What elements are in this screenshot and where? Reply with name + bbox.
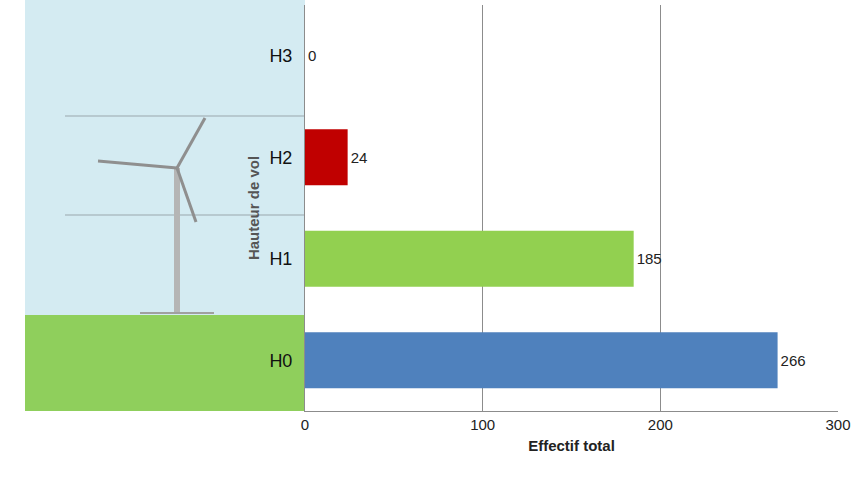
svg-text:0: 0 [308, 47, 316, 64]
svg-text:H0: H0 [269, 351, 292, 371]
svg-text:Effectif total: Effectif total [528, 437, 615, 454]
svg-text:185: 185 [637, 250, 662, 267]
svg-text:H2: H2 [269, 148, 292, 168]
svg-text:24: 24 [351, 149, 368, 166]
svg-text:300: 300 [825, 416, 850, 433]
svg-text:200: 200 [648, 416, 673, 433]
svg-text:266: 266 [781, 352, 806, 369]
svg-text:100: 100 [470, 416, 495, 433]
svg-text:Hauteur de vol: Hauteur de vol [245, 156, 262, 260]
svg-text:0: 0 [301, 416, 309, 433]
svg-text:H3: H3 [269, 46, 292, 66]
svg-text:H1: H1 [269, 249, 292, 269]
